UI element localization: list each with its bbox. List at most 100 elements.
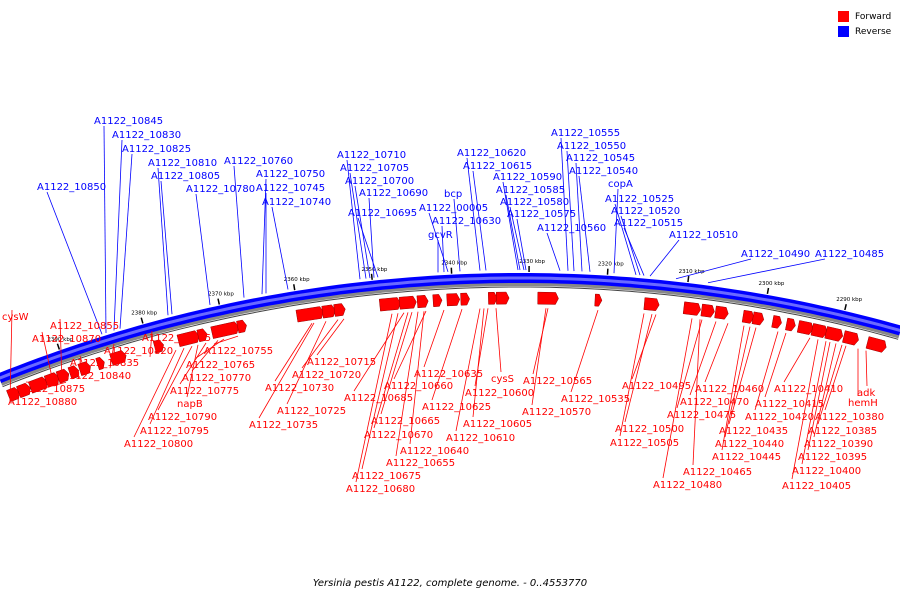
forward-gene — [378, 297, 401, 312]
forward-label-leader — [728, 327, 757, 425]
forward-gene-label: A1122_10500 — [615, 424, 684, 435]
reverse-label-leader — [261, 178, 267, 295]
scale-tick — [217, 298, 221, 305]
forward-gene-label: A1122_10735 — [249, 420, 318, 431]
forward-label-leader — [79, 355, 87, 376]
forward-gene-label: A1122_10665 — [371, 416, 440, 427]
reverse-gene-label: A1122_10585 — [496, 185, 565, 196]
reverse-label-leader — [623, 227, 645, 276]
forward-label-leader — [157, 346, 193, 411]
forward-gene-label: A1122_10420 — [745, 412, 814, 423]
forward-label-leader — [195, 338, 225, 359]
forward-label-leader — [149, 330, 153, 357]
forward-gene — [55, 368, 70, 384]
reverse-label-leader — [357, 217, 379, 278]
forward-gene-label: A1122_10610 — [446, 433, 515, 444]
scale-label: 2340 kbp — [441, 261, 467, 267]
reverse-gene-label: A1122_10760 — [224, 156, 293, 167]
forward-label-leader — [689, 321, 717, 396]
forward-gene — [432, 294, 443, 307]
reverse-gene-label: A1122_10830 — [112, 130, 181, 141]
forward-gene — [152, 339, 164, 354]
reverse-label-leader — [707, 258, 826, 284]
scale-tick — [766, 287, 770, 295]
scale-label: 2360 kbp — [284, 277, 310, 283]
forward-gene — [594, 293, 603, 307]
forward-labels: cysW A1122_10855 A1122_10870 A1122_10815 A11… — [2, 308, 884, 495]
forward-gene-label: A1122_10660 — [384, 381, 453, 392]
reverse-gene-label: A1122_10745 — [256, 183, 325, 194]
forward-gene — [796, 320, 814, 335]
forward-gene-label: A1122_10640 — [400, 446, 469, 457]
reverse-gene-label: A1122_10825 — [122, 144, 191, 155]
forward-label-leader — [186, 344, 199, 398]
forward-label-leader — [754, 331, 779, 411]
forward-gene — [842, 330, 859, 346]
forward-gene — [446, 293, 461, 307]
reverse-label-leader — [271, 206, 289, 290]
forward-gene — [196, 328, 208, 343]
forward-label-leader — [25, 381, 59, 386]
scale-tick — [687, 276, 690, 283]
reverse-label-leader — [103, 125, 107, 333]
reverse-gene-label: A1122_10805 — [151, 171, 220, 182]
forward-gene-label: napB — [177, 399, 203, 410]
forward-gene-label: A1122_10755 — [204, 346, 273, 357]
forward-label-leader — [191, 340, 219, 372]
reverse-label-leader — [466, 157, 481, 271]
reverse-label-leader — [620, 215, 641, 276]
reverse-gene-label: A1122_10550 — [557, 141, 626, 152]
forward-gene-label: A1122_10405 — [782, 481, 851, 492]
reverse-gene-label: A1122_00005 — [419, 203, 488, 214]
reverse-label-leader — [560, 137, 569, 271]
reverse-gene-label: A1122_10700 — [345, 176, 414, 187]
reverse-gene-label: A1122_10490 — [741, 249, 810, 260]
forward-label-leader — [801, 341, 827, 465]
forward-swatch — [838, 11, 849, 22]
forward-gene-label: A1122_10820 — [104, 346, 173, 357]
forward-label-leader — [274, 323, 313, 382]
forward-label-leader — [570, 310, 599, 393]
forward-gene — [488, 291, 498, 305]
forward-gene-label: A1122_10800 — [124, 439, 193, 450]
forward-gene-label: A1122_10870 — [32, 334, 101, 345]
forward-gene — [95, 356, 105, 371]
scale-label: 2350 kbp — [362, 267, 388, 273]
forward-gene-label: A1122_10875 — [16, 384, 85, 395]
forward-gene-label: A1122_10655 — [386, 458, 455, 469]
reverse-labels: A1122_10845 A1122_10830 A1122_10825 A1122_1… — [37, 116, 884, 335]
forward-label-leader — [41, 331, 55, 387]
forward-label-leader — [704, 323, 729, 383]
forward-gene-label: A1122_10605 — [463, 419, 532, 430]
forward-gene-label: A1122_10880 — [8, 397, 77, 408]
forward-gene — [810, 323, 828, 338]
forward-label-leader — [355, 313, 393, 483]
forward-label-leader — [395, 311, 419, 457]
forward-label-leader — [393, 310, 427, 380]
forward-label-leader — [353, 312, 405, 392]
scale-tick — [140, 317, 144, 324]
forward-gene-label: adk — [857, 388, 875, 399]
forward-gene — [295, 306, 324, 323]
forward-gene — [741, 309, 755, 324]
forward-gene-label: A1122_10670 — [364, 430, 433, 441]
reverse-label-leader — [195, 193, 211, 306]
scale-tick — [56, 343, 61, 350]
reverse-gene-label: A1122_10630 — [432, 216, 501, 227]
forward-gene-label: A1122_10435 — [719, 426, 788, 437]
reverse-label-leader — [613, 188, 619, 274]
scale-tick — [370, 273, 373, 280]
reverse-label-leader — [505, 194, 521, 271]
reverse-label-leader — [346, 159, 361, 280]
forward-gene-label: cysW — [2, 312, 29, 323]
forward-gene-label: cysS — [491, 374, 514, 385]
reverse-gene-label: A1122_10850 — [37, 182, 106, 193]
reverse-gene-label: A1122_10710 — [337, 150, 406, 161]
forward-gene-label: A1122_10680 — [346, 484, 415, 495]
legend-reverse: Reverse — [838, 24, 891, 39]
reverse-gene-label: A1122_10510 — [669, 230, 738, 241]
forward-label-leader — [361, 313, 399, 470]
scale-label: 2290 kbp — [836, 297, 862, 303]
forward-gene — [643, 297, 660, 311]
reverse-gene-label: A1122_10575 — [507, 209, 576, 220]
